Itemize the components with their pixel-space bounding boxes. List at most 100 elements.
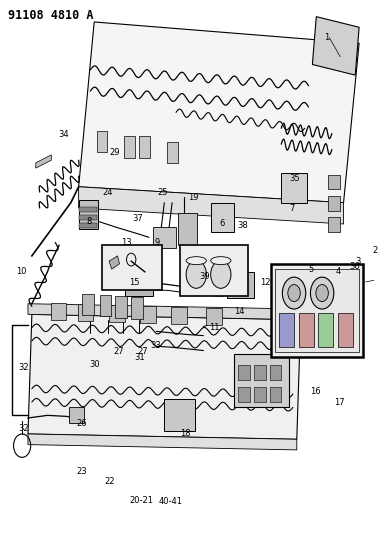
Text: 33: 33 bbox=[151, 341, 161, 350]
Text: 27: 27 bbox=[138, 347, 149, 356]
Bar bbox=[254, 365, 265, 379]
Bar bbox=[78, 304, 93, 321]
Bar bbox=[79, 200, 98, 229]
Circle shape bbox=[211, 261, 231, 288]
Text: 10: 10 bbox=[16, 268, 27, 276]
Text: 17: 17 bbox=[334, 398, 344, 407]
Bar bbox=[126, 269, 152, 296]
Circle shape bbox=[316, 285, 328, 302]
Circle shape bbox=[288, 285, 300, 302]
Text: 34: 34 bbox=[58, 130, 69, 139]
Bar bbox=[100, 295, 111, 317]
Bar bbox=[239, 365, 250, 379]
Bar bbox=[283, 180, 291, 189]
Text: 6: 6 bbox=[219, 220, 224, 229]
Circle shape bbox=[282, 277, 306, 309]
Bar bbox=[338, 313, 353, 348]
Bar bbox=[97, 131, 108, 152]
Text: 37: 37 bbox=[133, 214, 143, 223]
Bar bbox=[139, 284, 143, 294]
Text: 8: 8 bbox=[86, 217, 92, 226]
Text: 12: 12 bbox=[260, 278, 270, 287]
Polygon shape bbox=[109, 256, 120, 269]
Polygon shape bbox=[28, 434, 297, 450]
Bar bbox=[294, 192, 302, 200]
Bar bbox=[281, 173, 307, 203]
Circle shape bbox=[186, 261, 206, 288]
Bar bbox=[140, 306, 156, 323]
Text: 29: 29 bbox=[109, 148, 120, 157]
Text: 13: 13 bbox=[122, 238, 132, 247]
Bar bbox=[124, 136, 135, 158]
Bar bbox=[206, 308, 222, 325]
Bar bbox=[279, 313, 294, 348]
Bar bbox=[228, 285, 234, 297]
Text: 9: 9 bbox=[154, 238, 160, 247]
Bar bbox=[79, 207, 97, 212]
Bar bbox=[127, 284, 131, 294]
Bar bbox=[69, 407, 84, 423]
Text: 7: 7 bbox=[289, 204, 294, 213]
Text: 22: 22 bbox=[104, 478, 115, 486]
Bar bbox=[211, 203, 235, 232]
Bar bbox=[82, 294, 94, 316]
Bar bbox=[79, 215, 97, 220]
Bar bbox=[275, 269, 359, 352]
Bar bbox=[176, 415, 183, 429]
Bar bbox=[328, 196, 340, 211]
Bar bbox=[226, 217, 230, 230]
Text: 20-21: 20-21 bbox=[129, 496, 153, 505]
Bar bbox=[235, 354, 289, 407]
Bar bbox=[102, 245, 162, 290]
Text: 2: 2 bbox=[373, 246, 378, 255]
Polygon shape bbox=[312, 17, 359, 75]
Text: 24: 24 bbox=[103, 188, 113, 197]
Polygon shape bbox=[36, 155, 51, 168]
Text: 15: 15 bbox=[129, 278, 140, 287]
Text: 5: 5 bbox=[308, 265, 314, 273]
Bar bbox=[171, 307, 187, 324]
Bar bbox=[212, 217, 217, 230]
Text: 26: 26 bbox=[77, 419, 87, 428]
Bar bbox=[283, 192, 291, 200]
Bar bbox=[131, 297, 142, 319]
Text: 14: 14 bbox=[235, 307, 245, 316]
Bar bbox=[178, 213, 197, 245]
Text: 3: 3 bbox=[355, 257, 361, 265]
Text: 32: 32 bbox=[18, 424, 29, 433]
Bar bbox=[133, 284, 138, 294]
Polygon shape bbox=[28, 314, 301, 439]
Text: 19: 19 bbox=[188, 193, 198, 202]
Bar bbox=[109, 305, 125, 322]
Bar bbox=[50, 303, 66, 320]
Bar bbox=[140, 136, 150, 158]
Text: 4: 4 bbox=[336, 268, 341, 276]
Text: 25: 25 bbox=[157, 188, 168, 197]
Text: 23: 23 bbox=[77, 467, 87, 475]
Polygon shape bbox=[79, 22, 359, 203]
Text: 16: 16 bbox=[310, 387, 321, 396]
Bar bbox=[152, 227, 176, 248]
Bar bbox=[318, 313, 333, 348]
Text: 35: 35 bbox=[290, 174, 300, 183]
Bar bbox=[244, 285, 250, 297]
Bar bbox=[254, 387, 265, 402]
Bar bbox=[79, 223, 97, 228]
Text: 39: 39 bbox=[199, 272, 210, 280]
Text: 32: 32 bbox=[18, 363, 29, 372]
Bar bbox=[167, 142, 178, 163]
Bar bbox=[236, 285, 242, 297]
Text: 18: 18 bbox=[180, 430, 190, 439]
Text: 40-41: 40-41 bbox=[159, 497, 183, 506]
Bar bbox=[328, 217, 340, 232]
Bar bbox=[219, 217, 224, 230]
Text: 91108 4810 A: 91108 4810 A bbox=[9, 9, 94, 22]
Bar bbox=[271, 264, 363, 357]
Bar bbox=[115, 296, 127, 318]
Text: 38: 38 bbox=[237, 221, 248, 230]
Text: 30: 30 bbox=[90, 360, 100, 369]
Polygon shape bbox=[79, 187, 344, 224]
Text: 31: 31 bbox=[134, 353, 145, 362]
Bar bbox=[164, 399, 196, 431]
Bar bbox=[239, 387, 250, 402]
